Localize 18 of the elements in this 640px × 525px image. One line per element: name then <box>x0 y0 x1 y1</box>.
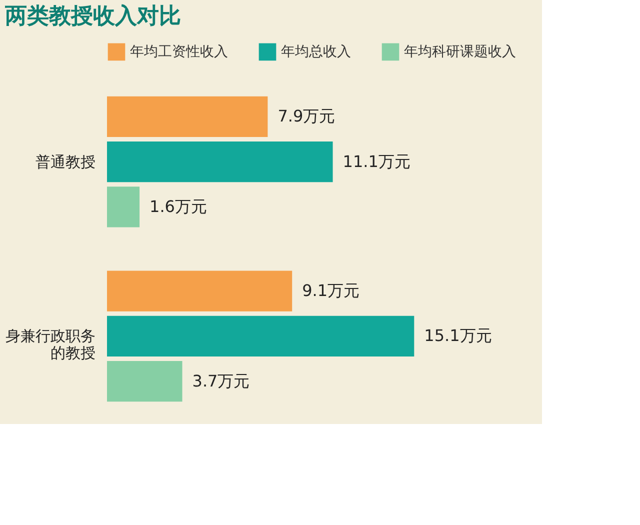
bar <box>107 360 182 402</box>
data-label: 1.6万元 <box>150 196 207 216</box>
bar <box>107 186 140 228</box>
bar <box>107 96 268 138</box>
y-tick-label: 身兼行政职务的教授 <box>6 327 96 362</box>
legend-label: 年均总收入 <box>281 44 351 60</box>
data-label: 11.1万元 <box>342 152 410 171</box>
data-label: 3.7万元 <box>192 371 250 390</box>
data-label: 15.1万元 <box>424 326 492 346</box>
y-tick-label: 普通教授 <box>36 152 96 171</box>
legend-label: 年均工资性收入 <box>130 44 228 60</box>
bar <box>107 316 414 356</box>
bar <box>107 270 292 312</box>
chart-title: 两类教授收入对比 <box>4 4 181 29</box>
data-label: 7.9万元 <box>278 106 336 126</box>
data-label: 9.1万元 <box>302 281 360 300</box>
legend-label: 年均科研课题收入 <box>404 44 516 60</box>
bar <box>107 142 333 182</box>
